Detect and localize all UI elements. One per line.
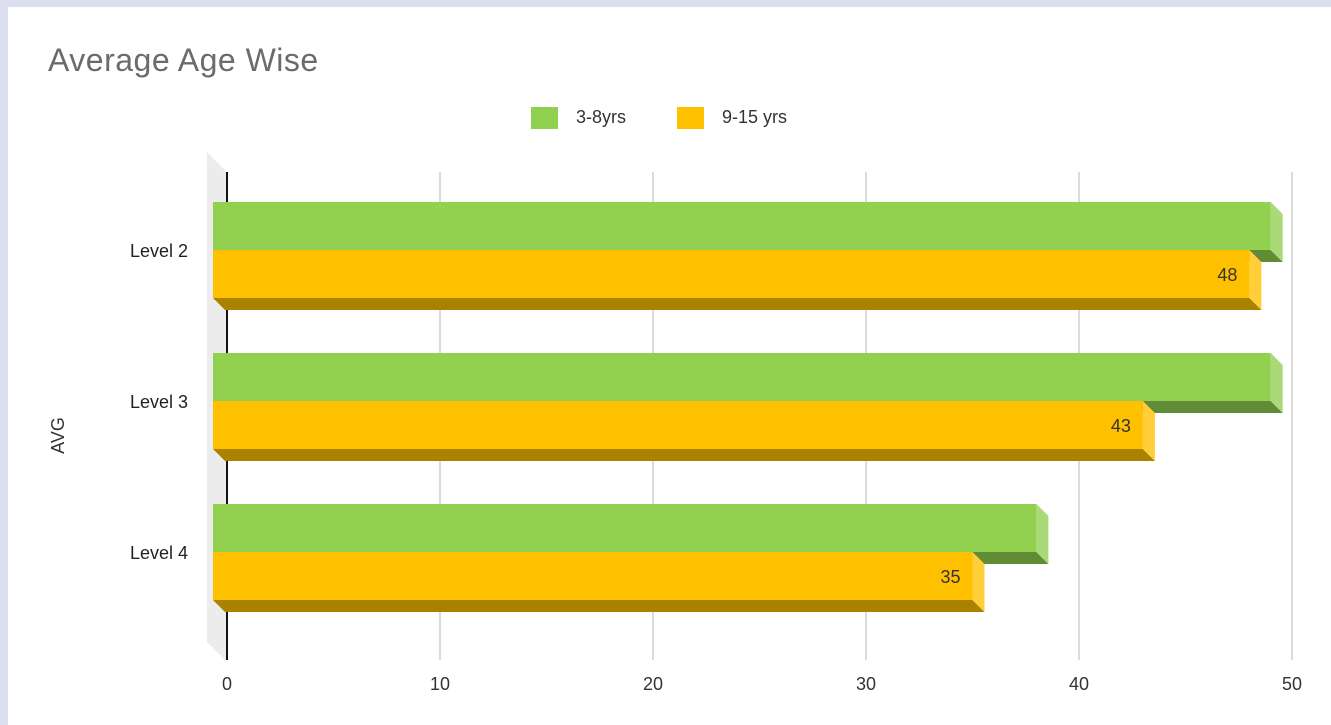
y-category-label: Level 2	[130, 241, 188, 261]
bar-end-face	[1270, 202, 1283, 262]
x-tick-label: 30	[856, 674, 876, 694]
bar-series-2	[213, 250, 1250, 298]
bar-series-2	[213, 401, 1143, 449]
bar-series-1	[213, 504, 1037, 552]
x-tick-label: 0	[222, 674, 232, 694]
legend-swatch-series-1	[531, 107, 558, 129]
x-tick-label: 20	[643, 674, 663, 694]
legend-swatch-series-2	[677, 107, 704, 129]
legend-label-series-1: 3-8yrs	[576, 107, 627, 127]
bar-end-face	[1036, 504, 1049, 564]
y-category-label: Level 3	[130, 392, 188, 412]
bar-series-2	[213, 552, 973, 600]
bar-end-face	[1249, 250, 1262, 310]
x-tick-label: 40	[1069, 674, 1089, 694]
chart-title: Average Age Wise	[48, 42, 319, 78]
bar-bottom-face	[213, 298, 1262, 310]
bar-data-label: 48	[1217, 265, 1237, 285]
bar-series-1	[213, 202, 1271, 250]
bar-end-face	[972, 552, 985, 612]
y-category-label: Level 4	[130, 543, 188, 563]
legend-label-series-2: 9-15 yrs	[722, 107, 788, 127]
bar-data-label: 35	[940, 567, 960, 587]
bar-data-label: 43	[1111, 416, 1131, 436]
bar-end-face	[1270, 353, 1283, 413]
x-tick-label: 10	[430, 674, 450, 694]
bar-bottom-face	[213, 449, 1155, 461]
bar-bottom-face	[213, 600, 985, 612]
bar-series-1	[213, 353, 1271, 401]
x-tick-label: 50	[1282, 674, 1302, 694]
bar-end-face	[1142, 401, 1155, 461]
